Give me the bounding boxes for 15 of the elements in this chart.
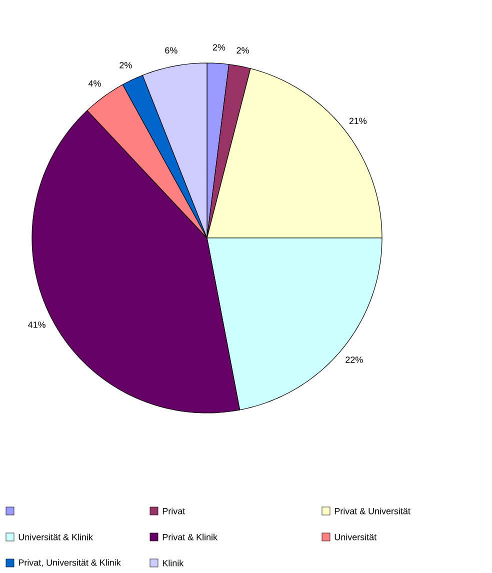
- legend-label: Universität: [334, 534, 376, 540]
- data-label: 41%: [28, 322, 46, 328]
- legend-label: Privat & Klinik: [162, 534, 218, 540]
- legend-label: Privat & Universität: [334, 508, 410, 514]
- data-label: 6%: [165, 47, 178, 54]
- data-label: 4%: [88, 80, 101, 87]
- data-label: 22%: [346, 356, 363, 363]
- legend-label: Privat, Universität & Klinik: [18, 559, 121, 567]
- data-label: 21%: [349, 118, 367, 124]
- legend-label: Privat: [162, 508, 186, 514]
- data-label: 2%: [120, 62, 132, 68]
- data-label: 2%: [212, 44, 226, 51]
- legend-label: Universität & Klinik: [18, 534, 93, 540]
- data-label: 2%: [236, 47, 249, 54]
- legend-label: Klinik: [162, 560, 184, 566]
